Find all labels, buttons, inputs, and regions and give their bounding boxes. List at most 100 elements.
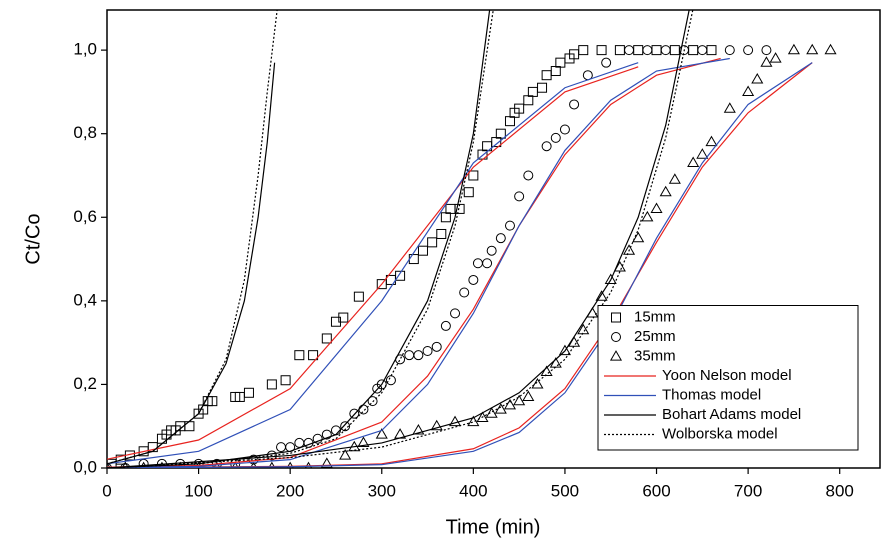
x-tick-label: 200 [276, 481, 304, 500]
marker-square [596, 45, 607, 56]
marker-square [651, 45, 662, 56]
marker-triangle [641, 210, 654, 222]
model-curve [107, 57, 721, 468]
marker-circle [550, 132, 561, 143]
marker-square [468, 170, 479, 181]
marker-circle [660, 45, 671, 56]
marker-triangle [540, 365, 553, 376]
marker-triangle [623, 244, 636, 255]
marker-circle [276, 442, 287, 453]
legend-label: Wolborska model [662, 425, 778, 442]
marker-square [614, 45, 625, 56]
marker-circle [559, 124, 570, 135]
model-curve [107, 10, 694, 468]
marker-square [669, 45, 680, 56]
marker-circle [358, 404, 369, 415]
marker-triangle [687, 156, 700, 168]
model-curve [107, 62, 276, 465]
marker-square [308, 350, 319, 361]
marker-square [495, 128, 506, 139]
x-tick-label: 800 [826, 481, 854, 500]
marker-triangle [659, 185, 672, 197]
marker-triangle [430, 419, 443, 431]
marker-circle [312, 433, 323, 444]
marker-triangle [494, 403, 507, 414]
marker-triangle [604, 273, 617, 285]
marker-triangle [824, 43, 837, 55]
legend-label: Bohart Adams model [662, 406, 801, 423]
x-tick-label: 100 [184, 481, 212, 500]
legend-box [597, 305, 859, 451]
marker-triangle [448, 415, 462, 427]
marker-circle [761, 45, 772, 56]
marker-triangle [632, 231, 645, 243]
marker-circle [679, 45, 690, 56]
marker-triangle [375, 428, 388, 439]
legend-label: 15mm [634, 308, 676, 325]
marker-circle [340, 421, 351, 432]
marker-square [294, 350, 305, 361]
marker-circle [321, 429, 332, 440]
marker-circle [569, 99, 580, 110]
marker-circle [248, 454, 259, 465]
marker-triangle [320, 457, 333, 468]
marker-square [514, 103, 525, 114]
marker-triangle [304, 461, 313, 468]
marker-square [338, 312, 349, 323]
marker-square [555, 57, 566, 68]
marker-triangle [696, 148, 709, 159]
y-tick-label: 0,8 [73, 123, 97, 142]
legend-label: 35mm [634, 347, 676, 364]
y-tick-label: 0,2 [73, 374, 97, 393]
marker-circle [486, 245, 497, 256]
marker-triangle [595, 290, 608, 301]
y-tick-label: 0,0 [73, 457, 97, 476]
marker-triangle [806, 43, 819, 55]
marker-square [706, 45, 717, 56]
marker-triangle [513, 394, 526, 406]
marker-triangle [760, 56, 773, 67]
marker-square [436, 228, 447, 239]
y-tick-label: 0,4 [73, 290, 97, 309]
marker-circle [611, 332, 621, 342]
marker-square [207, 396, 218, 407]
marker-square [408, 254, 419, 265]
marker-triangle [503, 398, 517, 410]
marker-circle [504, 220, 515, 231]
marker-triangle [339, 449, 352, 460]
marker-circle [624, 45, 635, 56]
x-tick-label: 600 [642, 481, 670, 500]
model-curve [107, 62, 813, 468]
marker-triangle [787, 43, 800, 55]
marker-triangle [577, 323, 590, 335]
plot-area [107, 10, 837, 468]
marker-square [633, 45, 644, 56]
marker-square [445, 203, 456, 214]
marker-circle [601, 57, 612, 68]
y-tick-label: 1,0 [73, 40, 97, 59]
marker-square [266, 379, 277, 390]
model-curve [107, 10, 494, 468]
marker-square [280, 375, 291, 386]
marker-square [611, 312, 621, 323]
model-curve [107, 57, 730, 468]
marker-square [353, 291, 364, 302]
marker-circle [385, 375, 396, 386]
marker-triangle [742, 85, 755, 97]
legend-label: Thomas model [662, 386, 761, 403]
model-curve [107, 62, 813, 468]
y-tick-label: 0,6 [73, 207, 97, 226]
marker-square [395, 270, 406, 281]
marker-square [417, 245, 428, 256]
marker-square [463, 187, 474, 198]
marker-triangle [650, 202, 663, 214]
marker-circle [450, 308, 461, 319]
marker-circle [482, 258, 493, 269]
marker-circle [514, 191, 525, 202]
marker-circle [459, 287, 470, 298]
model-curve [107, 10, 278, 465]
marker-circle [743, 45, 754, 56]
legend-label: 25mm [634, 328, 676, 345]
marker-circle [431, 341, 442, 352]
